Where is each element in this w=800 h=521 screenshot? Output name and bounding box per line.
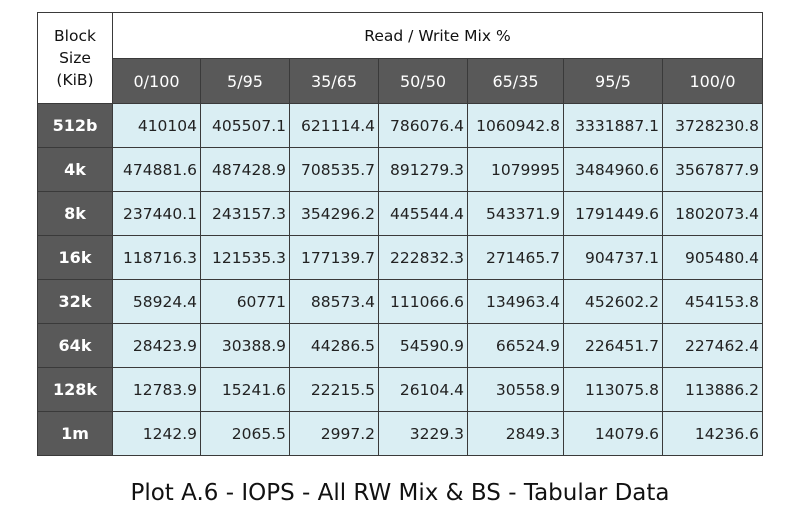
data-cell: 226451.7 bbox=[563, 323, 663, 368]
row-header: 64k bbox=[37, 323, 113, 368]
data-cell: 3728230.8 bbox=[662, 103, 763, 148]
column-header: 50/50 bbox=[378, 58, 468, 104]
data-cell: 60771 bbox=[200, 279, 290, 324]
row-header: 1m bbox=[37, 411, 113, 456]
data-cell: 15241.6 bbox=[200, 367, 290, 412]
data-cell: 28423.9 bbox=[112, 323, 201, 368]
data-cell: 3484960.6 bbox=[563, 147, 663, 192]
data-row: 1m 1242.9 2065.5 2997.2 3229.3 2849.3 14079.6 1… bbox=[37, 411, 763, 456]
data-cell: 121535.3 bbox=[200, 235, 290, 280]
data-cell: 237440.1 bbox=[112, 191, 201, 236]
data-cell: 905480.4 bbox=[662, 235, 763, 280]
row-header: 8k bbox=[37, 191, 113, 236]
data-cell: 3567877.9 bbox=[662, 147, 763, 192]
data-cell: 2849.3 bbox=[467, 411, 564, 456]
data-cell: 1060942.8 bbox=[467, 103, 564, 148]
corner-header: Block Size (KiB) bbox=[37, 12, 113, 104]
data-cell: 134963.4 bbox=[467, 279, 564, 324]
data-cell: 12783.9 bbox=[112, 367, 201, 412]
data-cell: 26104.4 bbox=[378, 367, 468, 412]
data-cell: 405507.1 bbox=[200, 103, 290, 148]
data-cell: 222832.3 bbox=[378, 235, 468, 280]
data-cell: 543371.9 bbox=[467, 191, 564, 236]
caption: Plot A.6 - IOPS - All RW Mix & BS - Tabu… bbox=[130, 480, 670, 506]
data-cell: 66524.9 bbox=[467, 323, 564, 368]
data-cell: 474881.6 bbox=[112, 147, 201, 192]
data-cell: 445544.4 bbox=[378, 191, 468, 236]
data-cell: 904737.1 bbox=[563, 235, 663, 280]
data-row: 8k 237440.1 243157.3 354296.2 445544.4 543371… bbox=[37, 191, 763, 236]
data-row: 128k 12783.9 15241.6 22215.5 26104.4 30558.9 1… bbox=[37, 367, 763, 412]
data-cell: 708535.7 bbox=[289, 147, 379, 192]
data-cell: 271465.7 bbox=[467, 235, 564, 280]
data-cell: 891279.3 bbox=[378, 147, 468, 192]
data-cell: 454153.8 bbox=[662, 279, 763, 324]
column-header: 35/65 bbox=[289, 58, 379, 104]
header-row: Block Size (KiB) Read / Write Mix % bbox=[37, 12, 763, 104]
data-cell: 88573.4 bbox=[289, 279, 379, 324]
column-header: 5/95 bbox=[200, 58, 290, 104]
data-cell: 54590.9 bbox=[378, 323, 468, 368]
data-cell: 111066.6 bbox=[378, 279, 468, 324]
data-cell: 1791449.6 bbox=[563, 191, 663, 236]
data-cell: 44286.5 bbox=[289, 323, 379, 368]
data-row: 512b 410104 405507.1 621114.4 786076.4 106094… bbox=[37, 103, 763, 148]
data-cell: 3331887.1 bbox=[563, 103, 663, 148]
data-cell: 30558.9 bbox=[467, 367, 564, 412]
header-row: 0/100 5/95 35/65 50/50 65/35 95/5 100/0 bbox=[38, 58, 763, 104]
data-cell: 2997.2 bbox=[289, 411, 379, 456]
data-row: 64k 28423.9 30388.9 44286.5 54590.9 66524.9 22… bbox=[37, 323, 763, 368]
data-cell: 452602.2 bbox=[563, 279, 663, 324]
column-header: 100/0 bbox=[662, 58, 763, 104]
data-row: 16k 118716.3 121535.3 177139.7 222832.3 27146… bbox=[37, 235, 763, 280]
column-header: 95/5 bbox=[563, 58, 663, 104]
data-cell: 30388.9 bbox=[200, 323, 290, 368]
data-cell: 227462.4 bbox=[662, 323, 763, 368]
data-cell: 354296.2 bbox=[289, 191, 379, 236]
data-cell: 487428.9 bbox=[200, 147, 290, 192]
data-cell: 410104 bbox=[112, 103, 201, 148]
row-header: 4k bbox=[37, 147, 113, 192]
column-header: 65/35 bbox=[467, 58, 564, 104]
data-cell: 177139.7 bbox=[289, 235, 379, 280]
data-cell: 786076.4 bbox=[378, 103, 468, 148]
data-row: 4k 474881.6 487428.9 708535.7 891279.3 107999… bbox=[37, 147, 763, 192]
row-header: 16k bbox=[37, 235, 113, 280]
data-row: 32k 58924.4 60771 88573.4 111066.6 134963.4 45… bbox=[37, 279, 763, 324]
data-cell: 14236.6 bbox=[662, 411, 763, 456]
data-cell: 3229.3 bbox=[378, 411, 468, 456]
data-cell: 1079995 bbox=[467, 147, 564, 192]
data-cell: 22215.5 bbox=[289, 367, 379, 412]
data-table: Block Size (KiB) Read / Write Mix % 0/100 5… bbox=[37, 12, 763, 456]
data-cell: 14079.6 bbox=[563, 411, 663, 456]
data-cell: 58924.4 bbox=[112, 279, 201, 324]
column-header: 0/100 bbox=[112, 58, 201, 104]
row-header: 32k bbox=[37, 279, 113, 324]
row-header: 128k bbox=[37, 367, 113, 412]
data-cell: 113075.8 bbox=[563, 367, 663, 412]
data-cell: 1802073.4 bbox=[662, 191, 763, 236]
data-cell: 621114.4 bbox=[289, 103, 379, 148]
group-header: Read / Write Mix % bbox=[112, 12, 763, 59]
data-cell: 118716.3 bbox=[112, 235, 201, 280]
data-cell: 1242.9 bbox=[112, 411, 201, 456]
data-cell: 2065.5 bbox=[200, 411, 290, 456]
row-header: 512b bbox=[37, 103, 113, 148]
data-cell: 243157.3 bbox=[200, 191, 290, 236]
data-cell: 113886.2 bbox=[662, 367, 763, 412]
